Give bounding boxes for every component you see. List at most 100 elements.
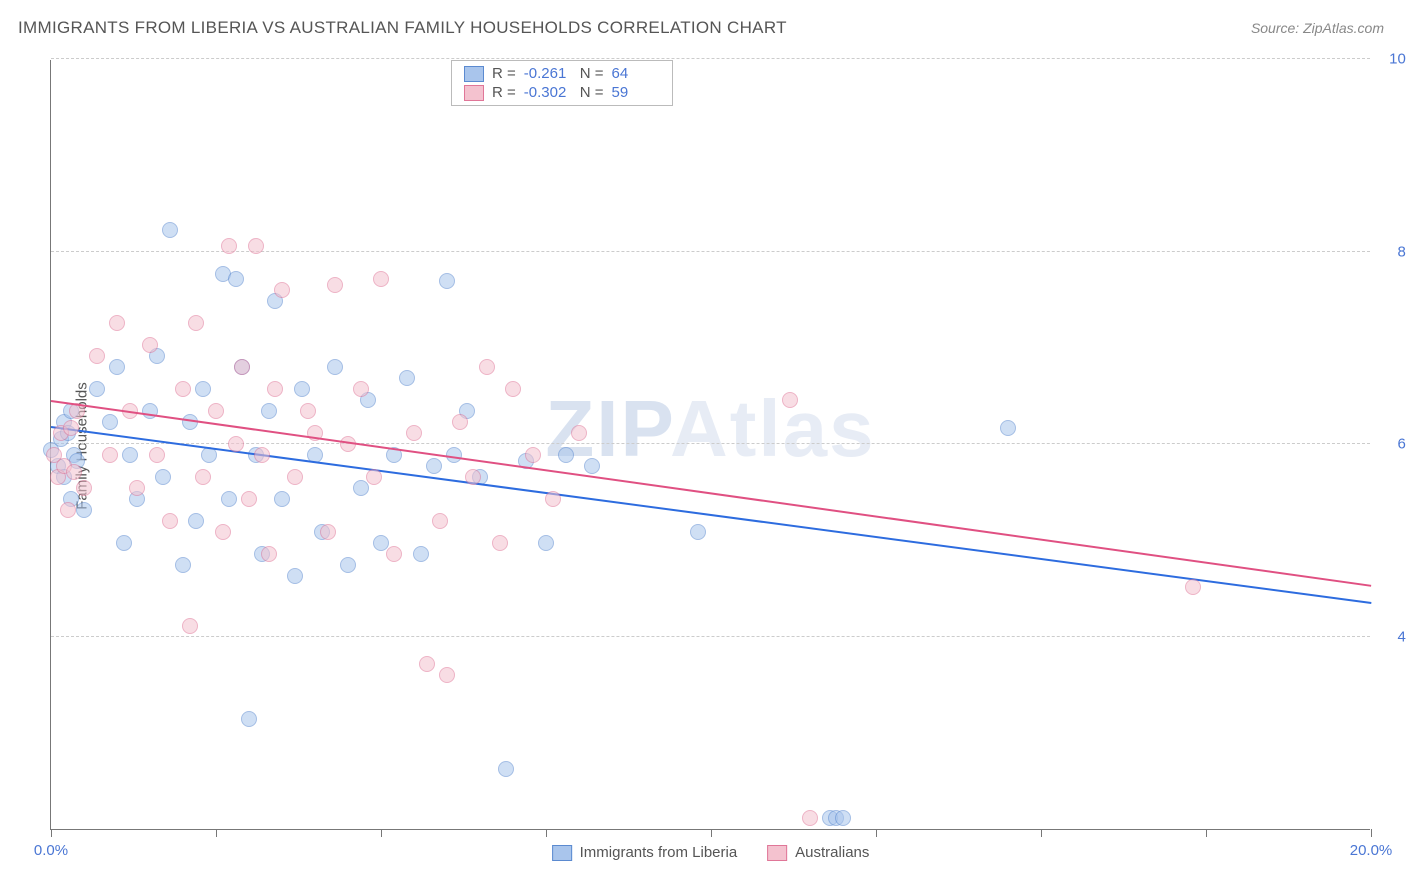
point-australians xyxy=(465,469,481,485)
point-liberia xyxy=(340,557,356,573)
point-australians xyxy=(386,546,402,562)
point-australians xyxy=(452,414,468,430)
point-australians xyxy=(353,381,369,397)
point-liberia xyxy=(413,546,429,562)
point-australians xyxy=(188,315,204,331)
point-liberia xyxy=(558,447,574,463)
point-australians xyxy=(525,447,541,463)
chart-container: IMMIGRANTS FROM LIBERIA VS AUSTRALIAN FA… xyxy=(0,0,1406,892)
legend-item-2: Australians xyxy=(767,844,869,861)
r-label-1: R = xyxy=(492,65,516,82)
point-australians xyxy=(129,480,145,496)
point-liberia xyxy=(188,513,204,529)
point-liberia xyxy=(89,381,105,397)
point-australians xyxy=(439,667,455,683)
point-liberia xyxy=(294,381,310,397)
legend-swatch-2 xyxy=(767,845,787,861)
point-australians xyxy=(76,480,92,496)
point-liberia xyxy=(353,480,369,496)
point-liberia xyxy=(327,359,343,375)
point-australians xyxy=(182,618,198,634)
point-australians xyxy=(287,469,303,485)
point-australians xyxy=(66,464,82,480)
point-liberia xyxy=(228,271,244,287)
n-label-1: N = xyxy=(580,65,604,82)
r-value-1: -0.261 xyxy=(524,65,572,82)
point-liberia xyxy=(584,458,600,474)
chart-title: IMMIGRANTS FROM LIBERIA VS AUSTRALIAN FA… xyxy=(18,18,787,38)
x-tick xyxy=(51,829,52,837)
point-australians xyxy=(248,238,264,254)
point-australians xyxy=(208,403,224,419)
point-australians xyxy=(215,524,231,540)
point-australians xyxy=(267,381,283,397)
r-value-2: -0.302 xyxy=(524,84,572,101)
x-tick xyxy=(1041,829,1042,837)
point-liberia xyxy=(221,491,237,507)
stats-row-2: R = -0.302 N = 59 xyxy=(464,84,660,101)
n-label-2: N = xyxy=(580,84,604,101)
point-liberia xyxy=(538,535,554,551)
legend: Immigrants from Liberia Australians xyxy=(552,844,870,861)
point-australians xyxy=(102,447,118,463)
point-australians xyxy=(109,315,125,331)
trend-line-liberia xyxy=(51,426,1371,604)
point-australians xyxy=(234,359,250,375)
point-australians xyxy=(60,502,76,518)
plot-area: ZIPAtlas R = -0.261 N = 64 R = -0.302 N … xyxy=(50,60,1370,830)
point-australians xyxy=(545,491,561,507)
n-value-2: 59 xyxy=(612,84,660,101)
gridline xyxy=(51,443,1370,444)
legend-swatch-1 xyxy=(552,845,572,861)
point-liberia xyxy=(498,761,514,777)
point-liberia xyxy=(426,458,442,474)
watermark-atlas: Atlas xyxy=(670,384,876,473)
point-australians xyxy=(802,810,818,826)
point-australians xyxy=(175,381,191,397)
point-liberia xyxy=(162,222,178,238)
point-australians xyxy=(142,337,158,353)
point-australians xyxy=(195,469,211,485)
point-australians xyxy=(162,513,178,529)
x-tick-label: 20.0% xyxy=(1350,842,1393,859)
point-liberia xyxy=(109,359,125,375)
point-australians xyxy=(406,425,422,441)
x-tick xyxy=(1371,829,1372,837)
point-australians xyxy=(505,381,521,397)
point-liberia xyxy=(116,535,132,551)
point-australians xyxy=(89,348,105,364)
point-liberia xyxy=(439,273,455,289)
y-tick-label: 100.0% xyxy=(1389,51,1406,68)
gridline xyxy=(51,636,1370,637)
point-liberia xyxy=(102,414,118,430)
y-tick-label: 47.5% xyxy=(1397,628,1406,645)
point-liberia xyxy=(287,568,303,584)
point-australians xyxy=(492,535,508,551)
point-australians xyxy=(149,447,165,463)
point-australians xyxy=(261,546,277,562)
point-liberia xyxy=(1000,420,1016,436)
y-tick-label: 82.5% xyxy=(1397,243,1406,260)
point-australians xyxy=(274,282,290,298)
point-liberia xyxy=(175,557,191,573)
legend-label-2: Australians xyxy=(795,844,869,861)
point-liberia xyxy=(261,403,277,419)
legend-label-1: Immigrants from Liberia xyxy=(580,844,738,861)
stats-box: R = -0.261 N = 64 R = -0.302 N = 59 xyxy=(451,60,673,106)
point-australians xyxy=(254,447,270,463)
point-australians xyxy=(63,420,79,436)
stats-row-1: R = -0.261 N = 64 xyxy=(464,65,660,82)
point-liberia xyxy=(835,810,851,826)
point-liberia xyxy=(76,502,92,518)
swatch-series1 xyxy=(464,66,484,82)
point-liberia xyxy=(399,370,415,386)
point-liberia xyxy=(122,447,138,463)
n-value-1: 64 xyxy=(612,65,660,82)
point-australians xyxy=(1185,579,1201,595)
gridline xyxy=(51,58,1370,59)
point-liberia xyxy=(241,711,257,727)
point-australians xyxy=(228,436,244,452)
x-tick xyxy=(711,829,712,837)
r-label-2: R = xyxy=(492,84,516,101)
x-tick xyxy=(546,829,547,837)
